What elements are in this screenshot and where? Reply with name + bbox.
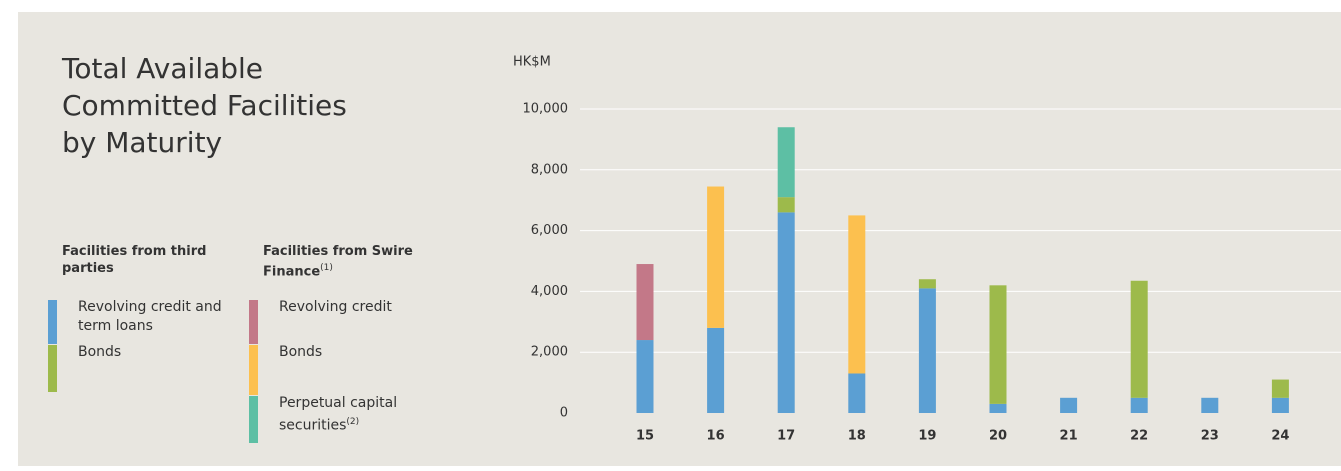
- legend-group-title-box: Facilities from Swire Finance(1): [263, 243, 413, 280]
- x-tick-label: 24: [1271, 429, 1289, 444]
- legend-group-title-box: Facilities from third parties: [62, 243, 212, 277]
- legend-label: Perpetual capital securities: [279, 395, 398, 434]
- bar-segment: [636, 340, 654, 413]
- legend-label: Revolving credit: [279, 299, 392, 315]
- bar-segment: [1130, 280, 1148, 398]
- x-tick-label: 16: [707, 429, 725, 444]
- y-tick-label: 10,000: [523, 102, 569, 117]
- chart-title: Total Available Committed Facilities by …: [62, 52, 347, 159]
- bar-segment: [1271, 397, 1289, 413]
- x-tick-label: 21: [1060, 429, 1078, 444]
- legend-swatch: [48, 300, 57, 344]
- y-tick-label: 6,000: [531, 223, 568, 238]
- bar-segment: [707, 186, 725, 328]
- legend-label-box: Perpetual capital securities(2): [279, 394, 429, 436]
- y-tick-label: 2,000: [531, 345, 568, 360]
- legend-label-box: Revolving credit: [279, 298, 429, 317]
- legend-label-box: Bonds: [78, 343, 228, 362]
- bar-segment: [1201, 397, 1219, 413]
- bar-segment: [918, 279, 936, 289]
- legend-group-title: Facilities from third parties: [62, 244, 207, 276]
- bar-segment: [1271, 379, 1289, 398]
- footnote-mark: (1): [320, 263, 333, 273]
- x-tick-label: 17: [777, 429, 795, 444]
- legend-label: Bonds: [78, 344, 122, 360]
- y-tick-label: 8,000: [531, 162, 568, 177]
- bar-segment: [777, 127, 795, 198]
- legend-label-box: Bonds: [279, 343, 429, 362]
- x-tick-label: 19: [918, 429, 936, 444]
- x-tick-label: 23: [1201, 429, 1219, 444]
- legend-label-box: Revolving credit and term loans: [78, 298, 228, 336]
- x-tick-label: 20: [989, 429, 1007, 444]
- legend-swatch: [249, 300, 258, 344]
- bar-segment: [848, 215, 866, 374]
- bar-segment: [1060, 397, 1078, 413]
- y-axis-label: HK$M: [513, 55, 551, 70]
- legend-label: Revolving credit and term loans: [78, 299, 222, 334]
- bar-segment: [848, 373, 866, 413]
- panel: [18, 12, 1341, 466]
- x-tick-label: 15: [636, 429, 654, 444]
- bar-segment: [989, 285, 1007, 404]
- bar-segment: [989, 403, 1007, 413]
- bar-segment: [707, 327, 725, 413]
- y-tick-label: 4,000: [531, 284, 568, 299]
- legend-swatch: [249, 396, 258, 443]
- bar-segment: [636, 264, 654, 341]
- x-tick-label: 18: [848, 429, 866, 444]
- bar-segment: [777, 212, 795, 413]
- legend-label: Bonds: [279, 344, 323, 360]
- bar-segment: [918, 288, 936, 413]
- footnote-mark: (2): [346, 417, 360, 427]
- bar-segment: [1130, 397, 1148, 413]
- x-tick-label: 22: [1130, 429, 1148, 444]
- legend-swatch: [249, 345, 258, 395]
- bar-segment: [777, 197, 795, 213]
- legend-group-title: Facilities from Swire Finance: [263, 244, 413, 280]
- legend-swatch: [48, 345, 57, 392]
- y-tick-label: 0: [560, 406, 568, 421]
